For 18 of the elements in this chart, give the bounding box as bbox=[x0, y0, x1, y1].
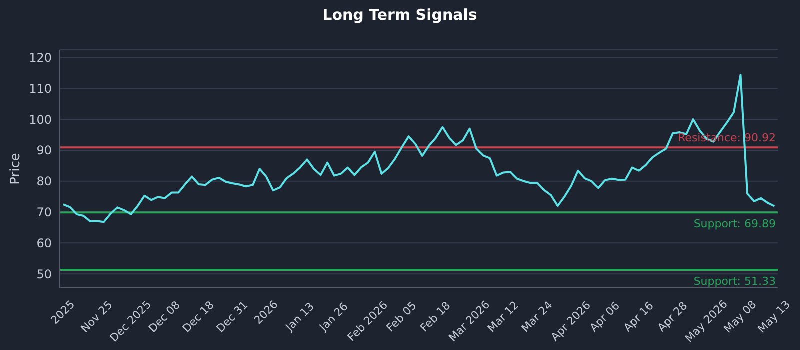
y-tick-label: 70 bbox=[36, 206, 52, 220]
y-tick-label: 110 bbox=[29, 82, 52, 96]
chart-title: Long Term Signals bbox=[322, 6, 478, 24]
x-tick-label: Apr 28 bbox=[655, 299, 690, 335]
x-tick-label: Jan 13 bbox=[282, 300, 317, 335]
y-tick-label: 120 bbox=[29, 50, 52, 65]
ref-line-label: Support: 51.33 bbox=[694, 274, 776, 288]
x-tick-label: Feb 18 bbox=[418, 299, 454, 335]
x-tick-label: Dec 18 bbox=[180, 298, 217, 336]
y-tick-label: 100 bbox=[29, 112, 52, 127]
x-tick-label: Dec 31 bbox=[214, 298, 251, 336]
y-tick-label: 50 bbox=[36, 267, 52, 282]
y-axis-title: Price bbox=[8, 153, 24, 185]
y-tick-label: 60 bbox=[36, 236, 52, 250]
y-tick-label: 80 bbox=[36, 174, 52, 189]
x-tick-label: Apr 16 bbox=[621, 299, 656, 335]
ref-line-label: Support: 69.89 bbox=[694, 218, 776, 231]
y-tick-label: 90 bbox=[36, 144, 52, 158]
